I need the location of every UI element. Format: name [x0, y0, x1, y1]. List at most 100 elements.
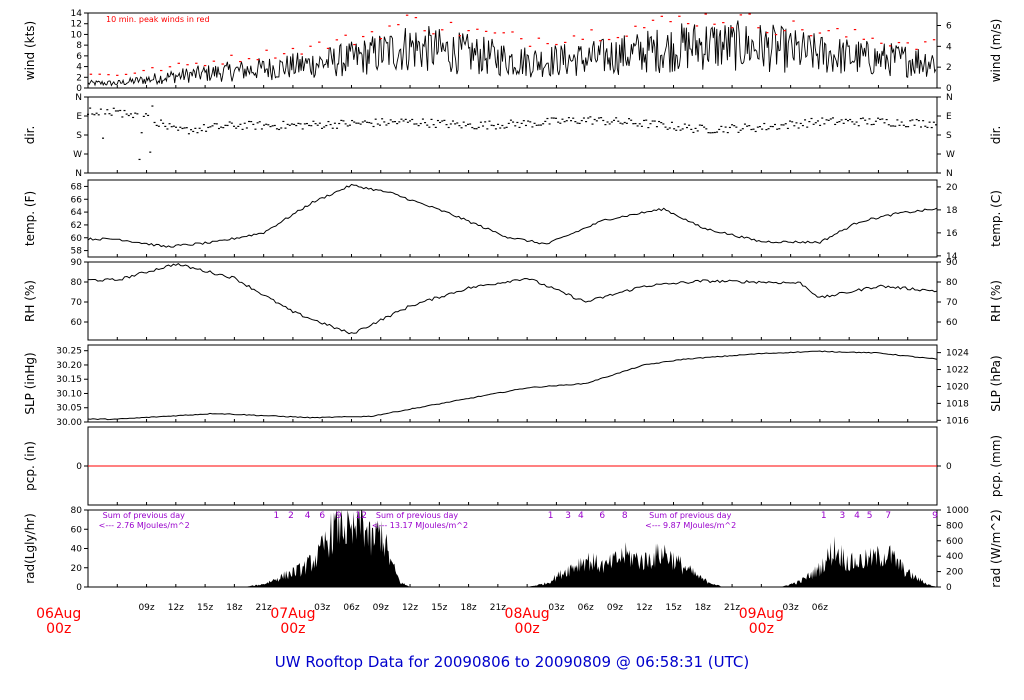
- dir-point: [542, 123, 545, 125]
- dir-ytick-label: S: [76, 131, 82, 141]
- dir-point: [816, 120, 819, 122]
- dir-point: [250, 120, 253, 123]
- dir-point: [872, 123, 875, 125]
- dir-point: [662, 123, 665, 125]
- dir-point: [589, 116, 592, 118]
- dir-point: [591, 123, 594, 125]
- dir-rtick-label: N: [946, 169, 953, 179]
- dir-point: [636, 125, 639, 127]
- dir-point: [900, 121, 903, 123]
- x-day-label-date: 07Aug: [270, 606, 315, 622]
- wind-peak-mark: [212, 60, 216, 62]
- dir-point: [228, 121, 231, 123]
- dir-point: [370, 122, 373, 124]
- dir-point: [327, 120, 330, 123]
- dir-point: [778, 128, 781, 130]
- rad-hour-mark: 8: [622, 511, 628, 521]
- dir-point: [885, 118, 888, 121]
- wind-ytick-label: 4: [76, 63, 82, 73]
- dir-point: [132, 116, 135, 119]
- wind-peak-mark: [423, 30, 426, 32]
- dir-point: [374, 118, 377, 120]
- dir-point: [252, 123, 255, 126]
- dir-point: [213, 123, 216, 125]
- wind-peak-mark: [660, 15, 664, 17]
- dir-point: [237, 125, 240, 128]
- x-hour-label: 03z: [314, 603, 330, 613]
- dir-point: [692, 131, 695, 134]
- dir-point: [664, 126, 667, 128]
- rad-hour-mark: 1: [821, 511, 827, 521]
- x-day-label-date: 08Aug: [505, 606, 550, 622]
- wind-ylabel-right: wind (m/s): [989, 19, 1003, 83]
- wind-peak-mark: [739, 14, 743, 16]
- dir-rtick-label: S: [946, 131, 952, 141]
- dir-point: [93, 114, 96, 116]
- wind-peak-mark: [801, 29, 804, 31]
- dir-point: [709, 132, 712, 134]
- wind-peak-mark: [274, 57, 277, 59]
- rad-ytick-label: 40: [71, 545, 83, 555]
- wind-peak-mark: [511, 31, 514, 33]
- dir-point: [597, 117, 600, 119]
- dir-point: [297, 122, 300, 125]
- rh-ytick-label: 90: [71, 258, 83, 268]
- temp-ylabel-right: temp. (C): [989, 190, 1003, 247]
- wind-peak-mark: [124, 73, 128, 75]
- dir-point: [140, 132, 143, 134]
- wind-peak-mark: [897, 41, 901, 44]
- dir-point: [701, 124, 704, 126]
- dir-point: [479, 121, 482, 123]
- slp-rtick-label: 1016: [946, 416, 969, 426]
- x-hour-label: 09z: [373, 603, 389, 613]
- dir-point: [361, 121, 364, 123]
- dir-point: [447, 126, 450, 129]
- dir-point: [743, 123, 746, 125]
- rh-ylabel-right: RH (%): [989, 280, 1003, 322]
- slp-ytick-label: 30.15: [56, 375, 82, 385]
- wind-ytick-label: 14: [71, 9, 83, 19]
- rh-frame: [87, 261, 938, 341]
- dir-point: [473, 128, 476, 130]
- wind-peak-mark: [116, 74, 119, 76]
- wind-peak-mark: [634, 25, 637, 27]
- rad-rtick-label: 0: [946, 583, 952, 593]
- dir-point: [582, 117, 585, 119]
- x-hour-label: 15z: [197, 603, 213, 613]
- dir-point: [144, 113, 147, 115]
- dir-point: [898, 124, 901, 126]
- dir-point: [363, 120, 366, 122]
- wind-frame: [87, 12, 938, 89]
- dir-point: [168, 123, 171, 125]
- dir-point: [181, 127, 184, 130]
- wind-peak-mark: [783, 30, 786, 32]
- wind-peak-mark: [836, 28, 839, 30]
- dir-point: [874, 120, 877, 122]
- dir-point: [537, 124, 540, 126]
- rh-rtick-label: 90: [946, 258, 958, 268]
- dir-point: [286, 123, 289, 126]
- dir-point: [630, 119, 633, 121]
- x-day-label-time: 00z: [280, 621, 305, 637]
- dir-point: [907, 126, 910, 128]
- dir-point: [321, 127, 324, 129]
- dir-point: [110, 114, 113, 116]
- rad-day-sum-value: <--- 13.17 MJoules/m^2: [372, 521, 468, 530]
- dir-point: [308, 124, 311, 127]
- dir-point: [621, 123, 624, 125]
- x-hour-label: 09z: [138, 603, 154, 613]
- dir-point: [782, 124, 785, 126]
- dir-point: [295, 124, 298, 127]
- dir-point: [99, 108, 102, 110]
- wind-rtick-label: 2: [946, 63, 952, 73]
- x-hour-label: 15z: [665, 603, 681, 613]
- wind-peak-mark: [177, 62, 180, 64]
- wind-peak-mark: [643, 27, 646, 29]
- dir-point: [600, 117, 603, 119]
- dir-point: [640, 125, 643, 127]
- dir-point: [430, 118, 433, 121]
- dir-point: [344, 123, 347, 125]
- slp-rtick-label: 1024: [946, 349, 969, 359]
- dir-point: [711, 132, 714, 134]
